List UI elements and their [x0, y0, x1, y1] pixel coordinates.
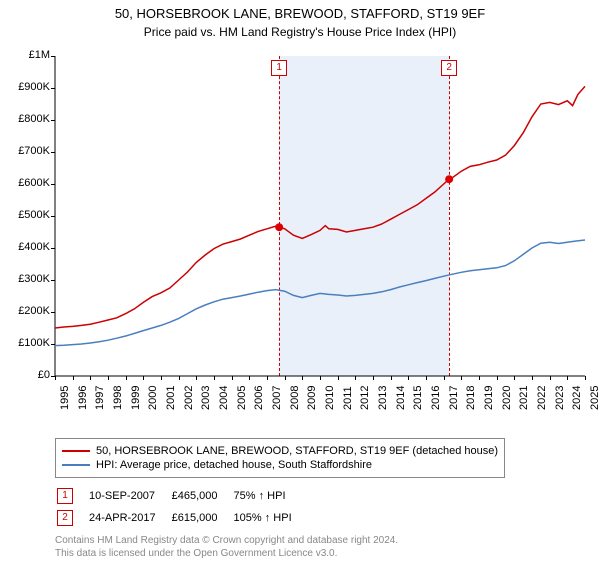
- event-row: 2 24-APR-2017£615,000105% ↑ HPI: [57, 508, 306, 528]
- event-row: 1 10-SEP-2007£465,00075% ↑ HPI: [57, 486, 306, 506]
- series-price_paid: [55, 86, 585, 328]
- legend-item: 50, HORSEBROOK LANE, BREWOOD, STAFFORD, …: [62, 445, 498, 457]
- footnote-line1: Contains HM Land Registry data © Crown c…: [55, 534, 398, 547]
- series-hpi: [55, 240, 585, 346]
- event-date: 24-APR-2017: [89, 508, 170, 528]
- legend-box: 50, HORSEBROOK LANE, BREWOOD, STAFFORD, …: [55, 438, 505, 478]
- sale-events-table: 1 10-SEP-2007£465,00075% ↑ HPI 2 24-APR-201…: [55, 484, 308, 530]
- event-row-marker: 1: [57, 488, 73, 504]
- legend-swatch: [62, 450, 90, 452]
- event-price: £615,000: [172, 508, 232, 528]
- event-vs-hpi: 75% ↑ HPI: [234, 486, 306, 506]
- event-price: £465,000: [172, 486, 232, 506]
- footnote-line2: This data is licensed under the Open Gov…: [55, 547, 398, 560]
- event-vs-hpi: 105% ↑ HPI: [234, 508, 306, 528]
- legend-swatch: [62, 464, 90, 466]
- footnote: Contains HM Land Registry data © Crown c…: [55, 534, 398, 560]
- sale-dot-1: [275, 223, 283, 231]
- event-row-marker: 2: [57, 510, 73, 526]
- event-date: 10-SEP-2007: [89, 486, 170, 506]
- axes: [0, 6, 600, 566]
- legend-label: 50, HORSEBROOK LANE, BREWOOD, STAFFORD, …: [96, 445, 498, 457]
- legend-label: HPI: Average price, detached house, Sout…: [96, 459, 372, 471]
- legend-item: HPI: Average price, detached house, Sout…: [62, 459, 498, 471]
- sale-dot-2: [445, 175, 453, 183]
